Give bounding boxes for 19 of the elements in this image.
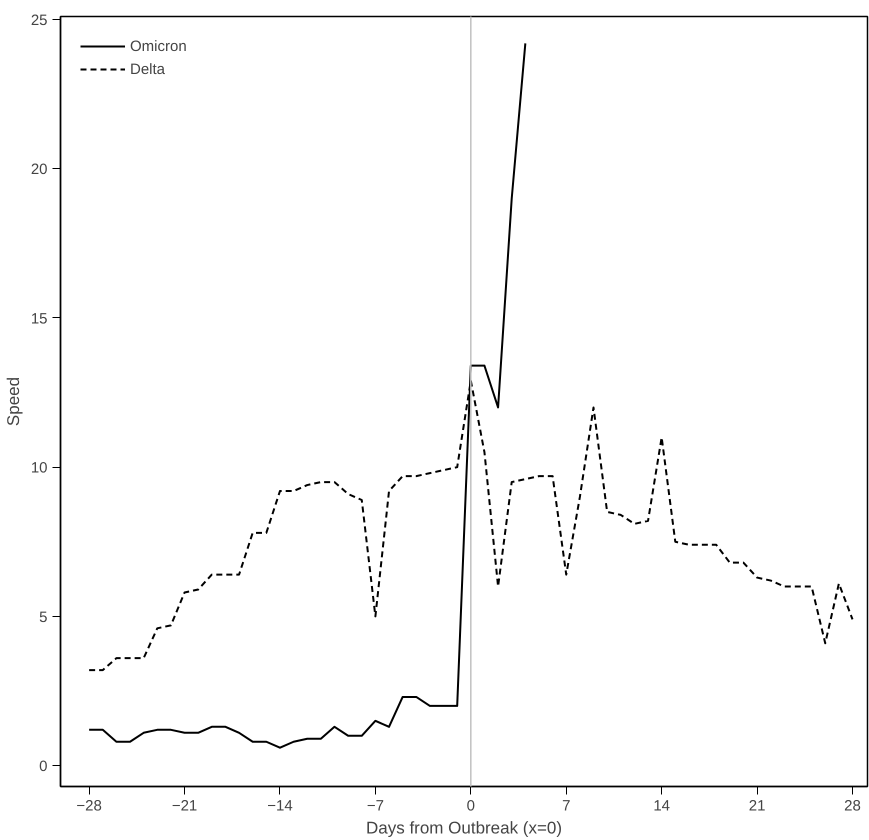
y-tick-label: 25 [30,12,48,29]
x-tick-label: 28 [844,798,861,814]
y-axis-title: Speed [4,376,23,426]
x-axis-title: Days from Outbreak (x=0) [366,818,562,838]
x-tick-label: −7 [366,798,384,814]
y-tick-label: 0 [39,758,48,776]
x-tick-label: −14 [267,798,293,814]
legend-label: Omicron [130,38,187,54]
y-tick-label: 10 [30,460,48,477]
y-tick-label: 20 [30,161,48,178]
x-tick-label: 0 [466,798,475,814]
x-tick-label: −28 [76,798,102,814]
x-tick-label: −21 [172,798,198,814]
y-tick-label: 5 [39,608,48,626]
legend-label: Delta [130,60,166,78]
x-tick-label: 14 [653,798,670,814]
x-tick-label: 21 [748,798,766,814]
x-tick-label: 7 [562,798,570,814]
y-tick-label: 15 [30,310,48,328]
